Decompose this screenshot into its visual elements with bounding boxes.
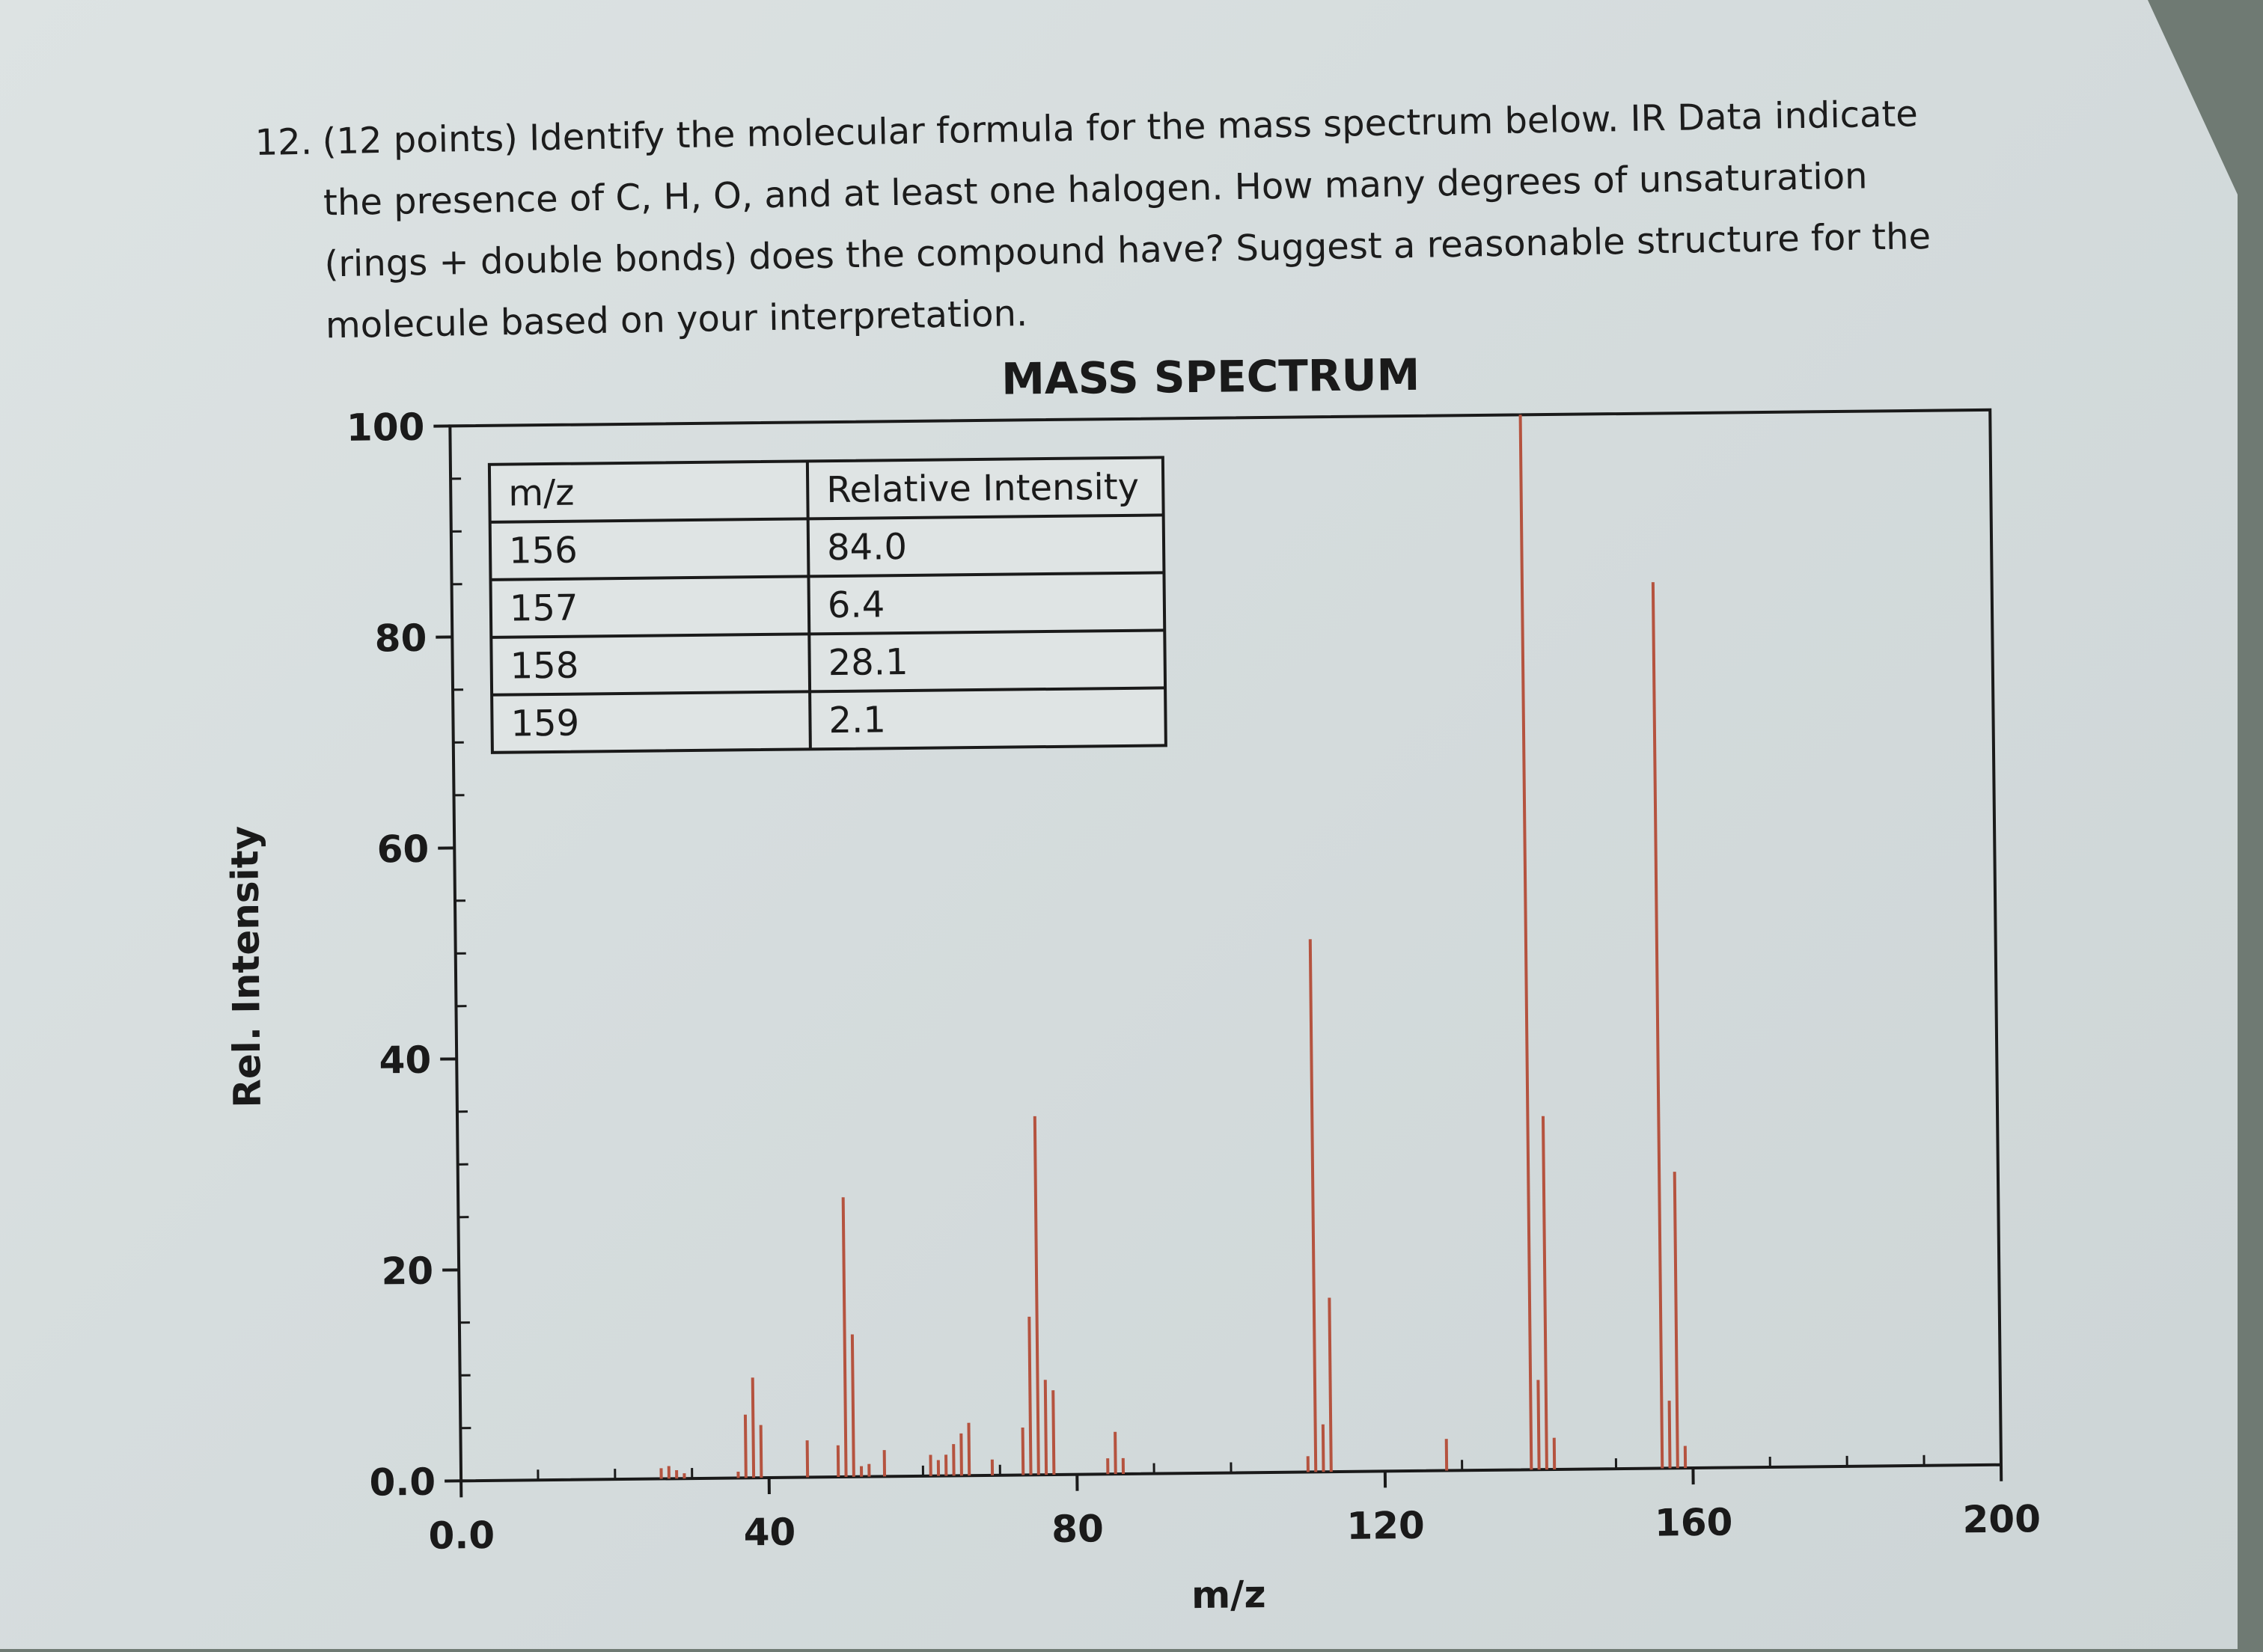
- inset-table-cell: 2.1: [828, 699, 886, 741]
- inset-table-cell: 28.1: [828, 641, 908, 684]
- peak-mz-85: [1115, 1432, 1116, 1474]
- x-tick-label: 120: [1346, 1504, 1425, 1548]
- x-tick-label: 160: [1655, 1501, 1733, 1545]
- peak-mz-38: [753, 1377, 754, 1478]
- inset-table-cell: 158: [510, 645, 578, 688]
- x-tick-label: 40: [743, 1511, 795, 1555]
- peak-mz-75: [1035, 1116, 1039, 1475]
- peak-mz-66: [968, 1423, 969, 1475]
- y-tick-label: 100: [346, 406, 425, 450]
- y-tick-label: 20: [381, 1249, 433, 1294]
- peak-mz-65: [961, 1434, 962, 1475]
- peak-mz-139: [1521, 414, 1532, 1469]
- y-tick-label: 80: [374, 617, 427, 661]
- peak-mz-73: [1023, 1428, 1024, 1475]
- inset-table-cell: 159: [510, 703, 579, 745]
- peak-mz-140: [1538, 1380, 1539, 1469]
- inset-table-cell: 84.0: [827, 526, 907, 569]
- inset-table: m/z Relative Intensity 156 84.0 157 6.4 158 28.…: [489, 457, 1166, 752]
- x-axis-label: m/z: [1191, 1573, 1266, 1617]
- inset-table-cell: 156: [509, 530, 578, 572]
- peak-mz-39: [761, 1425, 762, 1478]
- peak-mz-37: [745, 1415, 746, 1478]
- y-axis-label: Rel. Intensity: [223, 825, 269, 1108]
- peak-mz-51: [852, 1334, 854, 1476]
- peak-mz-74: [1029, 1317, 1030, 1475]
- inset-table-header: m/z: [508, 472, 575, 515]
- x-tick-label: 0.0: [428, 1514, 495, 1558]
- y-tick-label: 40: [379, 1038, 431, 1083]
- peak-mz-45: [807, 1440, 808, 1477]
- inset-table-cell: 6.4: [828, 584, 885, 626]
- peak-mz-141: [1543, 1116, 1547, 1469]
- inset-table-header: Relative Intensity: [826, 466, 1139, 511]
- peak-mz-158: [1675, 1172, 1678, 1468]
- peak-mz-76: [1045, 1380, 1046, 1475]
- peak-mz-156: [1653, 582, 1662, 1468]
- y-tick-label: 0.0: [369, 1460, 436, 1505]
- peak-mz-113: [1329, 1297, 1331, 1472]
- peak-mz-50: [843, 1197, 846, 1477]
- x-tick-label: 80: [1051, 1507, 1104, 1551]
- peak-mz-77: [1053, 1390, 1054, 1475]
- y-tick-label: 60: [376, 827, 429, 872]
- peak-mz-112: [1323, 1425, 1324, 1472]
- inset-table-cell: 157: [510, 587, 578, 630]
- peak-mz-111: [1310, 939, 1316, 1472]
- x-tick-label: 200: [1962, 1497, 2041, 1541]
- chart-title: MASS SPECTRUM: [1001, 349, 1420, 405]
